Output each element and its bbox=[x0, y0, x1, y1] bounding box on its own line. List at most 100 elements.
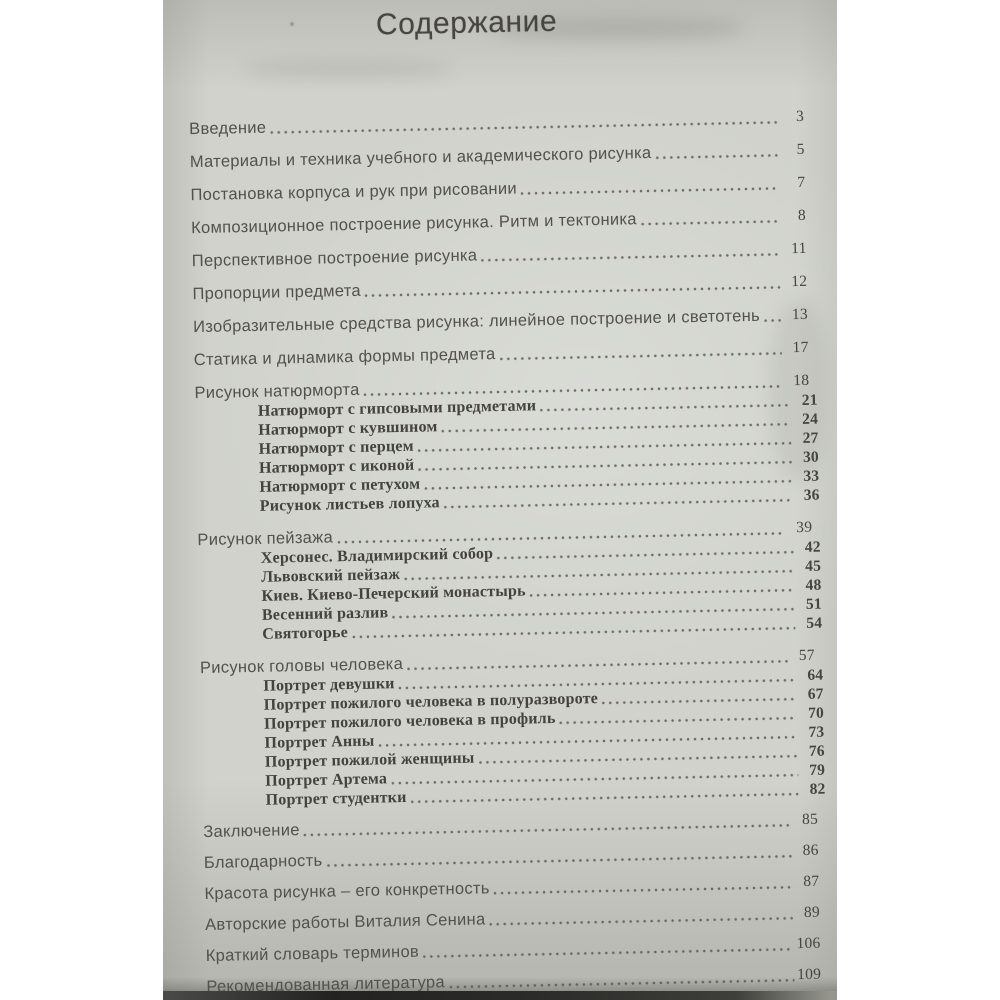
toc-entry: Благодарность 86 bbox=[204, 841, 827, 873]
dotted-leader bbox=[326, 854, 792, 868]
toc-entry-page-number: 17 bbox=[792, 338, 809, 357]
dotted-leader bbox=[364, 285, 781, 298]
toc-entry-label: Натюрморт с кувшином bbox=[258, 418, 438, 439]
toc-group: Введение 3 Материалы и техника учебного и … bbox=[189, 107, 817, 370]
toc-entry-label: Благодарность bbox=[203, 851, 323, 873]
toc-entry: Красота рисунка – его конкретность 87 bbox=[204, 872, 827, 904]
toc-entry: Композиционное построение рисунка. Ритм … bbox=[191, 206, 814, 238]
toc-entry: Авторские работы Виталия Сенина 89 bbox=[205, 903, 828, 935]
dotted-leader bbox=[602, 697, 797, 706]
toc-entry-label: Краткий словарь терминов bbox=[205, 942, 420, 966]
toc-entry-label: Перспективное построение рисунка bbox=[191, 246, 478, 271]
page-title: Содержание bbox=[375, 4, 558, 42]
toc-entry-label: Портрет студентки bbox=[265, 788, 407, 809]
toc-entry-page-number: 79 bbox=[809, 761, 826, 779]
dotted-leader bbox=[351, 626, 796, 640]
toc-entry-label: Рисунок листьев лопуха bbox=[259, 494, 440, 515]
toc-entry-page-number: 54 bbox=[806, 614, 823, 632]
dotted-leader bbox=[481, 252, 780, 263]
dotted-leader bbox=[640, 219, 780, 227]
toc-entry-label: Авторские работы Виталия Сенина bbox=[204, 910, 486, 935]
toc-group: Рисунок головы человека 57 Портрет девушки… bbox=[200, 646, 826, 811]
toc-entry: Постановка корпуса и рук при рисовании 7 bbox=[190, 173, 813, 205]
toc-entry-label: Весенний разлив bbox=[261, 604, 389, 624]
book-page-photo: Содержание Введение 3 Материалы и техника … bbox=[163, 0, 837, 1000]
toc-entry-label: Портрет Артема bbox=[265, 770, 388, 790]
toc-entry-label: Святогорье bbox=[262, 624, 349, 643]
dotted-leader bbox=[499, 351, 782, 361]
toc-entry: Статика и динамика формы предмета 17 bbox=[194, 338, 817, 370]
toc-entry: Краткий словарь терминов 106 bbox=[206, 934, 829, 966]
toc-entry: Заключение 85 bbox=[203, 810, 826, 842]
toc-entry-page-number: 11 bbox=[790, 239, 807, 258]
toc-entry-page-number: 13 bbox=[791, 305, 809, 324]
toc-entry-page-number: 82 bbox=[809, 780, 826, 798]
toc-entry-page-number: 45 bbox=[804, 557, 822, 575]
toc-entry-page-number: 51 bbox=[805, 595, 823, 613]
toc-entry-page-number: 70 bbox=[807, 704, 825, 722]
toc-entry-label: Заключение bbox=[203, 821, 300, 842]
toc-entry: Перспективное построение рисунка 11 bbox=[192, 239, 815, 271]
toc-entry-page-number: 8 bbox=[797, 206, 807, 224]
toc-entry-page-number: 64 bbox=[807, 666, 824, 684]
dotted-leader bbox=[559, 716, 798, 725]
toc-entry-page-number: 48 bbox=[805, 576, 822, 594]
toc-entry: Введение 3 bbox=[189, 107, 812, 139]
toc-entry-label: Материалы и техника учебного и академиче… bbox=[189, 143, 652, 172]
toc-entry-page-number: 36 bbox=[803, 486, 820, 504]
dotted-leader bbox=[303, 823, 792, 838]
toc-entry-page-number: 5 bbox=[796, 140, 805, 158]
toc-entry-page-number: 3 bbox=[795, 107, 805, 125]
toc-entry-label: Львовский пейзаж bbox=[261, 566, 401, 586]
toc-entry-page-number: 27 bbox=[802, 429, 819, 447]
toc-entry-page-number: 7 bbox=[797, 173, 806, 191]
toc-entry-page-number: 87 bbox=[803, 872, 820, 891]
toc-entry-page-number: 67 bbox=[807, 685, 824, 703]
toc-entry-page-number: 18 bbox=[793, 371, 810, 390]
toc-entry-label: Рисунок головы человека bbox=[199, 654, 404, 678]
toc-entry: Изобразительные средства рисунка: линейн… bbox=[193, 305, 816, 337]
dotted-leader bbox=[763, 318, 782, 323]
toc-entry-label: Рисунок пейзажа bbox=[197, 528, 334, 550]
toc-entry-page-number: 12 bbox=[791, 272, 808, 291]
toc-entry-page-number: 89 bbox=[803, 903, 821, 921]
dotted-leader bbox=[270, 120, 778, 135]
toc-entry-page-number: 30 bbox=[802, 448, 820, 466]
toc-entry: Материалы и техника учебного и академиче… bbox=[190, 140, 813, 172]
toc-entry-page-number: 42 bbox=[804, 538, 821, 556]
dotted-leader bbox=[423, 947, 794, 959]
toc-entry-label: Пропорции предмета bbox=[192, 281, 362, 304]
toc-group: Рисунок натюрморта 18 Натюрморт с гипсовым… bbox=[194, 371, 820, 517]
toc-entry-page-number: 76 bbox=[808, 742, 825, 760]
toc-group: Заключение 85 Благодарность 86 Красота рисун… bbox=[203, 810, 829, 997]
toc-entry-label: Красота рисунка – его конкретность bbox=[204, 879, 490, 904]
toc-entry-label: Натюрморт с петухом bbox=[259, 475, 421, 496]
paper-speck bbox=[290, 22, 294, 26]
toc-entry-label: Изобразительные средства рисунка: линейн… bbox=[192, 306, 761, 337]
toc-entry-page-number: 39 bbox=[796, 518, 813, 537]
page-bottom-shadow bbox=[163, 977, 837, 991]
toc-entry-page-number: 73 bbox=[808, 723, 825, 741]
toc-list: Введение 3 Материалы и техника учебного и … bbox=[189, 107, 829, 997]
dotted-leader bbox=[443, 498, 793, 510]
toc-entry-page-number: 106 bbox=[796, 934, 821, 953]
toc-entry-label: Натюрморт с иконой bbox=[258, 456, 415, 477]
toc-entry: Пропорции предмета 12 bbox=[192, 272, 815, 304]
toc-entry-page-number: 85 bbox=[801, 810, 819, 829]
toc-entry-page-number: 24 bbox=[802, 410, 819, 428]
dotted-leader bbox=[493, 885, 793, 896]
toc-entry-label: Портрет Анны bbox=[264, 732, 375, 752]
dotted-leader bbox=[489, 916, 794, 927]
book-edge bbox=[163, 991, 837, 1000]
dotted-leader bbox=[410, 792, 799, 804]
dotted-leader bbox=[655, 153, 778, 160]
toc-entry-label: Натюрморт с перцем bbox=[258, 437, 414, 458]
toc-entry-label: Портрет девушки bbox=[263, 675, 395, 695]
toc-entry-page-number: 86 bbox=[802, 841, 819, 860]
toc-entry-label: Композиционное построение рисунка. Ритм … bbox=[190, 210, 637, 238]
dotted-leader bbox=[520, 186, 779, 196]
toc-entry-label: Статика и динамика формы предмета bbox=[193, 345, 496, 370]
toc-entry-label: Введение bbox=[188, 118, 267, 139]
page-content: Содержание Введение 3 Материалы и техника … bbox=[163, 0, 837, 998]
